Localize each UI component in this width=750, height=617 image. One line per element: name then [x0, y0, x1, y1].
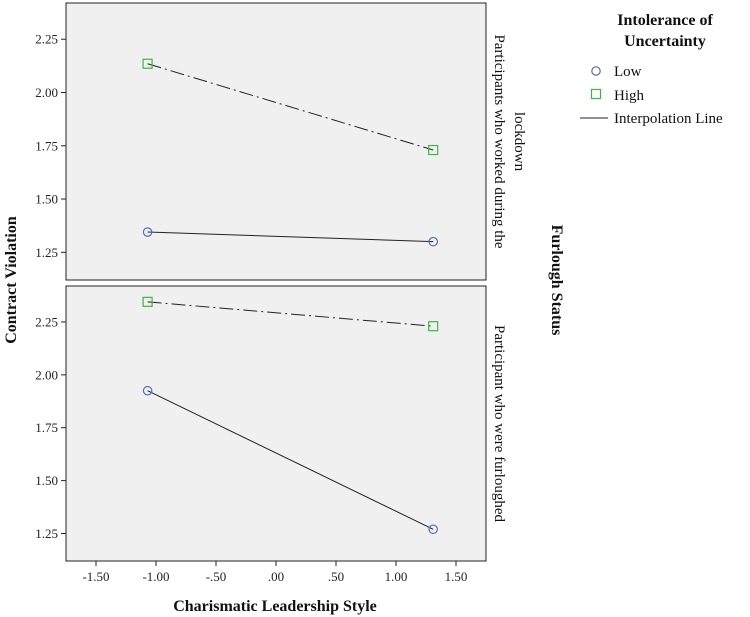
x-tick-label: .00 [268, 569, 284, 584]
series-line-low [147, 390, 434, 530]
legend-high-label: High [614, 88, 645, 104]
panel-background [65, 2, 487, 281]
x-tick-label: -1.50 [82, 569, 109, 584]
y-tick-label: 1.75 [35, 138, 58, 153]
data-point-high [142, 296, 153, 307]
legend-low-marker [591, 66, 601, 76]
data-point-low [428, 236, 438, 247]
x-tick-label: 1.00 [385, 569, 408, 584]
data-point-high [428, 144, 439, 156]
x-tick-label: -1.00 [142, 569, 169, 584]
data-point-high [428, 321, 439, 332]
y-tick-label: 2.00 [35, 85, 58, 100]
y-tick-label: 1.50 [35, 192, 58, 207]
x-axis-title: Charismatic Leadership Style [173, 598, 377, 615]
y-tick-label: 1.75 [35, 420, 58, 435]
y-axis-title: Contract Violation [3, 216, 20, 344]
series-line-low [147, 231, 434, 243]
data-point-low [428, 524, 438, 535]
facet-title: Furlough Status [548, 225, 565, 336]
y-tick-label: 1.50 [35, 473, 58, 488]
x-tick-label: -.50 [206, 569, 227, 584]
x-tick-label: 1.50 [445, 569, 468, 584]
y-tick-label: 2.25 [35, 32, 58, 47]
legend-interpolation-label: Interpolation Line [614, 111, 723, 127]
data-point-low [142, 227, 153, 237]
panel-label-line: Participants who worked during the [491, 34, 507, 248]
legend-high-marker [590, 88, 602, 100]
panel-2: 1.25 1.50 1.75 2.00 2.25 -1.50 -1.00 -.50 .00 .50… [35, 285, 507, 584]
y-tick-label: 2.25 [35, 314, 58, 329]
legend-title-line-2: Uncertainty [624, 33, 706, 50]
panel-1: 1.25 1.50 1.75 2.00 2.25 Participants who wor… [35, 2, 527, 281]
y-tick-label: 2.00 [35, 367, 58, 382]
panel-label-line: lockdown [511, 112, 527, 172]
panel-label-line: Participant who were furloughed [491, 325, 507, 523]
data-point-low [142, 385, 153, 396]
series-line-high [147, 63, 434, 151]
legend-title-line-1: Intolerance of [617, 12, 713, 29]
panel-background [65, 285, 487, 562]
panels-layer: 1.25 1.50 1.75 2.00 2.25 Participants who wor… [35, 2, 527, 584]
legend-low-label: Low [614, 64, 642, 80]
data-point-high [142, 58, 153, 69]
y-tick-label: 1.25 [35, 526, 58, 541]
y-tick-label: 1.25 [35, 245, 58, 260]
legend: Intolerance of Uncertainty Low High Inte… [580, 12, 723, 127]
x-tick-label: .50 [328, 569, 344, 584]
